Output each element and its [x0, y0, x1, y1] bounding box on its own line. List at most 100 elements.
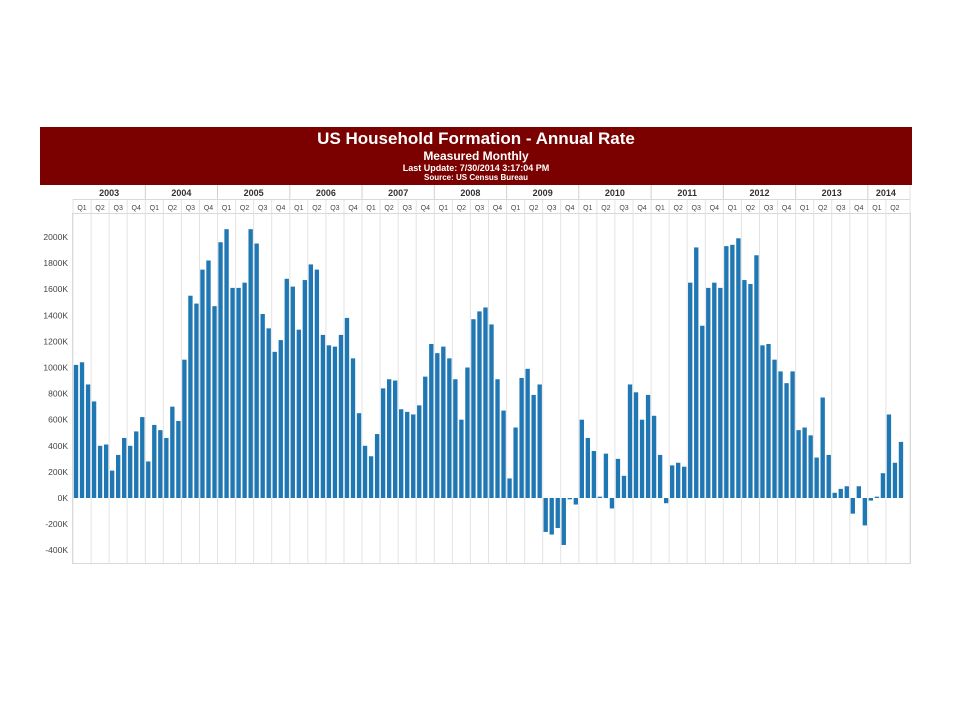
bar — [778, 371, 783, 498]
bar — [254, 243, 259, 498]
quarter-label: Q1 — [511, 205, 520, 212]
quarter-label: Q3 — [619, 205, 628, 212]
quarter-label: Q2 — [890, 205, 899, 212]
bar — [326, 345, 332, 498]
bar — [73, 364, 79, 498]
quarter-label: Q4 — [132, 205, 141, 212]
quarter-label: Q2 — [674, 205, 683, 212]
quarter-label: Q1 — [728, 205, 737, 212]
year-label: 2007 — [388, 188, 408, 198]
bar — [784, 383, 789, 498]
bar — [236, 287, 241, 498]
bar — [880, 473, 886, 498]
bar — [639, 419, 645, 498]
bar — [838, 488, 843, 498]
bar — [411, 414, 416, 498]
bar — [188, 295, 193, 498]
bar — [814, 457, 819, 498]
bar — [477, 311, 482, 498]
year-label: 2014 — [876, 188, 896, 198]
bar — [453, 379, 458, 498]
quarter-label: Q4 — [493, 205, 502, 212]
year-label: 2012 — [749, 188, 769, 198]
bar — [543, 498, 548, 532]
bar — [374, 434, 380, 498]
quarter-label: Q1 — [366, 205, 375, 212]
bar — [176, 421, 181, 498]
bar — [79, 362, 85, 498]
bar — [489, 324, 494, 498]
quarter-label: Q1 — [150, 205, 159, 212]
source-note: Source: US Census Bureau — [423, 173, 529, 182]
bar — [573, 498, 578, 505]
y-tick-label: 200K — [48, 467, 68, 477]
bar — [435, 353, 440, 498]
bar — [832, 492, 837, 498]
quarter-label: Q1 — [294, 205, 303, 212]
bar — [91, 401, 97, 498]
bar — [766, 344, 771, 498]
year-label: 2009 — [533, 188, 553, 198]
y-axis: 2000K 1800K 1600K 1400K 1200K 1000K 800K 600K 40… — [43, 232, 68, 555]
bar — [350, 358, 356, 498]
quarter-label: Q1 — [800, 205, 809, 212]
year-label: 2013 — [822, 188, 842, 198]
bar — [748, 283, 753, 498]
bar — [700, 325, 705, 498]
quarter-label: Q4 — [421, 205, 430, 212]
title-banner: US Household Formation - Annual Rate Mea… — [40, 127, 912, 185]
bar — [501, 410, 506, 498]
quarter-label: Q3 — [258, 205, 267, 212]
year-label: 2005 — [244, 188, 264, 198]
bar — [561, 498, 566, 545]
quarter-label: Q4 — [782, 205, 791, 212]
y-tick-label: -200K — [45, 519, 68, 529]
bar — [266, 328, 271, 498]
quarter-label: Q2 — [457, 205, 466, 212]
bar — [621, 475, 627, 498]
bar — [874, 496, 880, 498]
bar — [194, 303, 199, 498]
y-tick-label: -400K — [45, 545, 68, 555]
bar — [170, 406, 175, 498]
quarter-label: Q4 — [276, 205, 285, 212]
quarter-label: Q1 — [222, 205, 231, 212]
y-tick-label: 1800K — [43, 258, 68, 268]
chart-subtitle: Measured Monthly — [423, 149, 529, 163]
bar — [513, 427, 518, 498]
bar — [820, 397, 825, 498]
y-tick-label: 1200K — [43, 336, 68, 346]
bar — [645, 394, 651, 498]
bar — [260, 314, 265, 498]
quarter-label: Q2 — [168, 205, 177, 212]
bar — [603, 453, 609, 498]
bar — [242, 282, 247, 498]
bar — [302, 280, 307, 498]
bar — [296, 329, 301, 498]
bar — [338, 334, 344, 499]
quarter-label: Q4 — [348, 205, 357, 212]
bar — [122, 437, 127, 498]
bar — [146, 461, 151, 498]
quarter-label: Q3 — [186, 205, 195, 212]
bar — [507, 478, 512, 498]
bar — [694, 247, 699, 498]
bar — [152, 424, 157, 498]
quarter-label: Q1 — [872, 205, 881, 212]
year-label: 2008 — [460, 188, 480, 198]
bar — [164, 437, 169, 498]
bar — [718, 287, 723, 498]
quarter-label: Q3 — [403, 205, 412, 212]
plot-frame — [72, 213, 911, 564]
bar — [386, 379, 392, 498]
quarter-label: Q4 — [204, 205, 213, 212]
bar — [429, 344, 434, 498]
bar — [284, 278, 289, 498]
bar — [140, 417, 145, 498]
bar — [676, 462, 681, 498]
bar — [417, 405, 422, 498]
bar — [405, 411, 410, 498]
quarter-label: Q3 — [547, 205, 556, 212]
quarter-label: Q3 — [114, 205, 123, 212]
quarter-label: Q4 — [710, 205, 719, 212]
